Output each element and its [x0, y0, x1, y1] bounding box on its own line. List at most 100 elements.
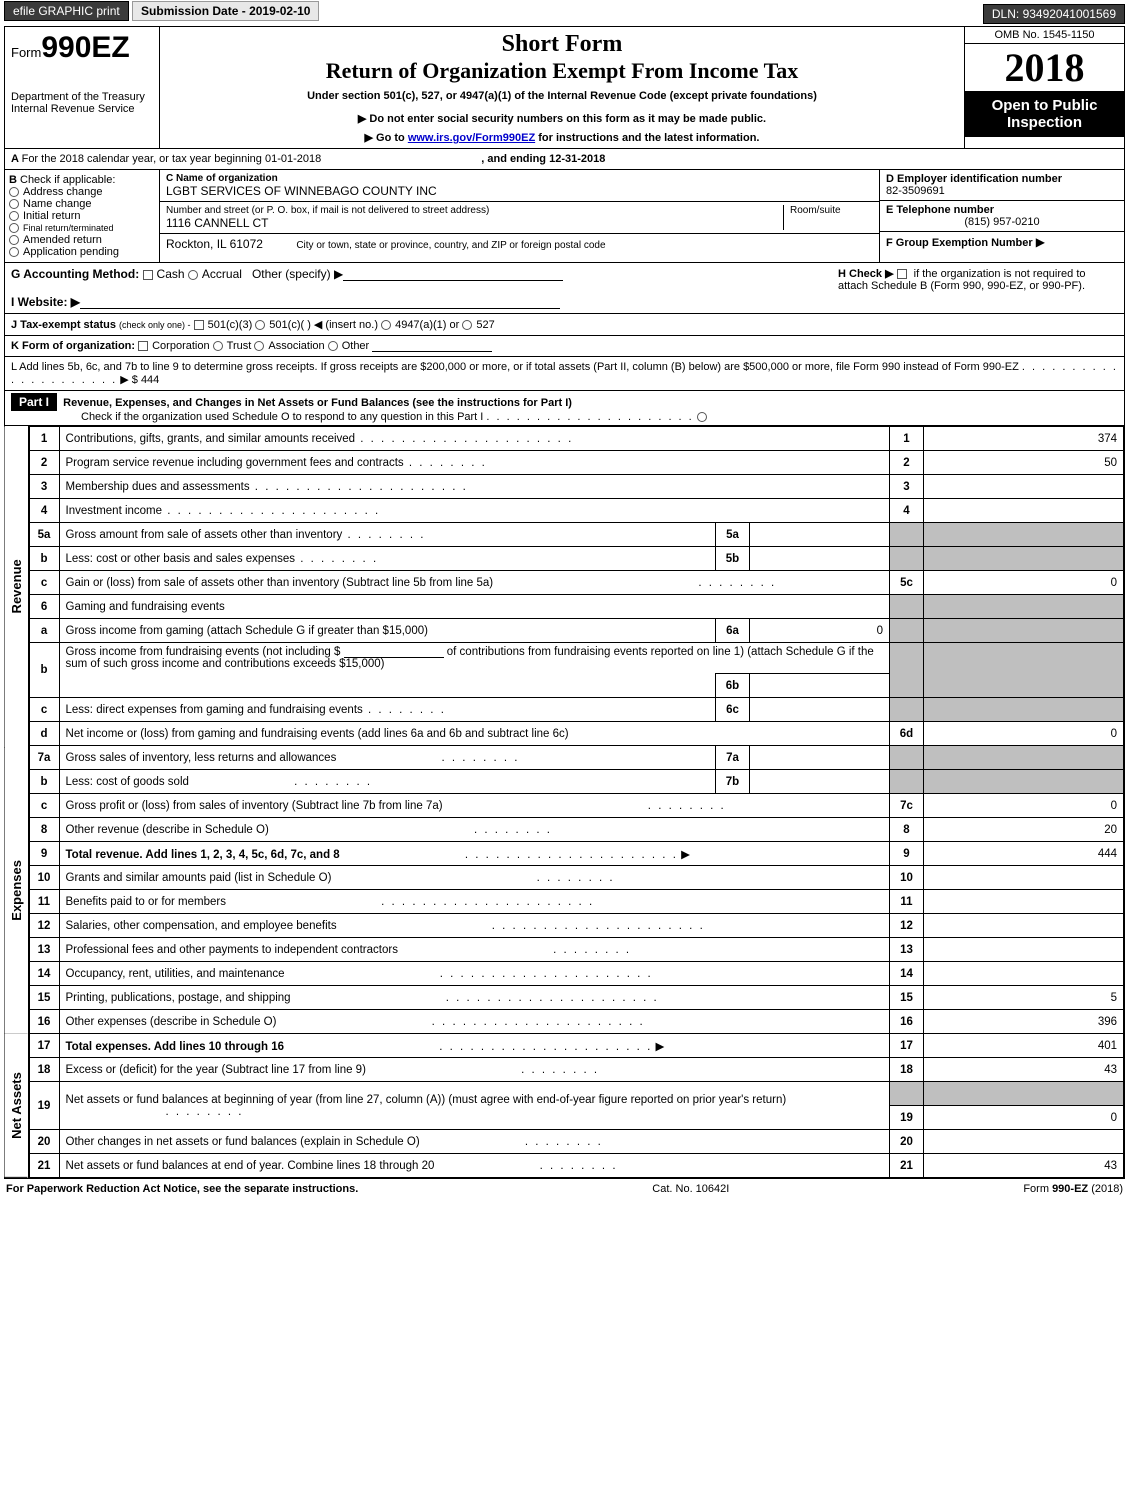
goto-post: for instructions and the latest informat…	[535, 132, 759, 144]
chk-h[interactable]	[897, 269, 907, 279]
line-desc: Gross profit or (loss) from sales of inv…	[66, 800, 443, 812]
chk-accrual[interactable]	[188, 270, 198, 280]
chk-amended-return[interactable]	[9, 235, 19, 245]
shade-cell	[924, 547, 1124, 571]
line-ref: 17	[890, 1034, 924, 1058]
lbl-4947: 4947(a)(1) or	[395, 319, 459, 331]
chk-address-change[interactable]	[9, 187, 19, 197]
line-amt: 0	[924, 571, 1124, 595]
line-num: 4	[29, 499, 59, 523]
org-name: LGBT SERVICES OF WINNEBAGO COUNTY INC	[166, 184, 873, 198]
line-num: 20	[29, 1130, 59, 1154]
shade-cell	[924, 746, 1124, 770]
line-ref: 21	[890, 1154, 924, 1178]
chk-501c[interactable]	[255, 320, 265, 330]
chk-527[interactable]	[462, 320, 472, 330]
line-desc: Professional fees and other payments to …	[66, 944, 398, 956]
line-amt: 5	[924, 986, 1124, 1010]
l-text: L Add lines 5b, 6c, and 7b to line 9 to …	[11, 361, 1019, 373]
shade-cell	[890, 523, 924, 547]
shade-cell	[890, 643, 924, 698]
ssn-warning: ▶ Do not enter social security numbers o…	[166, 112, 958, 125]
chk-final-return[interactable]	[9, 223, 19, 233]
return-title: Return of Organization Exempt From Incom…	[166, 58, 958, 84]
lbl-trust: Trust	[227, 340, 252, 352]
chk-initial-return[interactable]	[9, 211, 19, 221]
side-expenses: Expenses	[5, 748, 28, 1035]
lbl-amended-return: Amended return	[23, 234, 102, 246]
mid-amt	[750, 674, 890, 698]
line-desc: Total expenses. Add lines 10 through 16	[66, 1041, 285, 1053]
line-num: c	[29, 794, 59, 818]
f-arrow: ▶	[1036, 235, 1045, 249]
line-ref: 1	[890, 427, 924, 451]
line-amt	[924, 962, 1124, 986]
chk-corp[interactable]	[138, 341, 148, 351]
omb-number: OMB No. 1545-1150	[965, 27, 1124, 44]
chk-4947[interactable]	[381, 320, 391, 330]
line-num: 13	[29, 938, 59, 962]
e-label: E Telephone number	[886, 204, 994, 216]
line-ref: 8	[890, 818, 924, 842]
submission-date: Submission Date - 2019-02-10	[132, 1, 319, 21]
line-num: 7a	[29, 746, 59, 770]
line-ref: 15	[890, 986, 924, 1010]
lbl-other-org: Other	[342, 340, 370, 352]
mid-amt: 0	[750, 619, 890, 643]
line-amt: 43	[924, 1154, 1124, 1178]
l-amount: ▶ $ 444	[120, 374, 159, 386]
shade-cell	[890, 595, 924, 619]
chk-assoc[interactable]	[254, 341, 264, 351]
line-amt: 0	[924, 1106, 1124, 1130]
line-desc: Less: direct expenses from gaming and fu…	[66, 704, 363, 716]
goto-link[interactable]: www.irs.gov/Form990EZ	[408, 132, 535, 144]
line-ref: 19	[890, 1106, 924, 1130]
form-number: 990EZ	[41, 31, 129, 64]
shade-cell	[924, 698, 1124, 722]
chk-name-change[interactable]	[9, 199, 19, 209]
line-amt	[924, 866, 1124, 890]
line-amt: 50	[924, 451, 1124, 475]
j-checkonly: (check only one) -	[119, 320, 191, 330]
mid-ref: 7a	[716, 746, 750, 770]
chk-other-org[interactable]	[328, 341, 338, 351]
line-desc: Less: cost or other basis and sales expe…	[66, 553, 296, 565]
line-ref: 16	[890, 1010, 924, 1034]
line-num: 9	[29, 842, 59, 866]
shade-cell	[924, 1082, 1124, 1106]
chk-app-pending[interactable]	[9, 247, 19, 257]
mid-amt	[750, 698, 890, 722]
chk-501c3[interactable]	[194, 320, 204, 330]
chk-cash[interactable]	[143, 270, 153, 280]
h-label: H Check ▶	[838, 268, 894, 280]
city-value: Rockton, IL 61072	[166, 237, 263, 251]
line-desc: Less: cost of goods sold	[66, 776, 189, 788]
line-num: 10	[29, 866, 59, 890]
line-amt	[924, 475, 1124, 499]
lbl-assoc: Association	[268, 340, 324, 352]
line-ref: 10	[890, 866, 924, 890]
open-public-badge: Open to Public Inspection	[965, 91, 1124, 137]
footer-left: For Paperwork Reduction Act Notice, see …	[6, 1183, 358, 1195]
line-desc: Gaming and fundraising events	[59, 595, 889, 619]
mid-ref: 6c	[716, 698, 750, 722]
line-desc: Gross sales of inventory, less returns a…	[66, 752, 337, 764]
mid-ref: 5b	[716, 547, 750, 571]
line-num: 16	[29, 1010, 59, 1034]
chk-trust[interactable]	[213, 341, 223, 351]
dln-badge: DLN: 93492041001569	[983, 4, 1125, 24]
line-desc: Other changes in net assets or fund bala…	[66, 1136, 420, 1148]
line-desc: Benefits paid to or for members	[66, 896, 226, 908]
line-ref: 5c	[890, 571, 924, 595]
line-desc: Gross amount from sale of assets other t…	[66, 529, 343, 541]
chk-part1-scho[interactable]	[697, 412, 707, 422]
line-ref: 9	[890, 842, 924, 866]
d-label: D Employer identification number	[886, 173, 1062, 185]
shade-cell	[890, 746, 924, 770]
line-num: 14	[29, 962, 59, 986]
line-desc: Investment income	[66, 505, 163, 517]
line-num: 5a	[29, 523, 59, 547]
line-ref: 7c	[890, 794, 924, 818]
part1-header: Part I	[11, 393, 57, 411]
lbl-accrual: Accrual	[202, 267, 242, 281]
